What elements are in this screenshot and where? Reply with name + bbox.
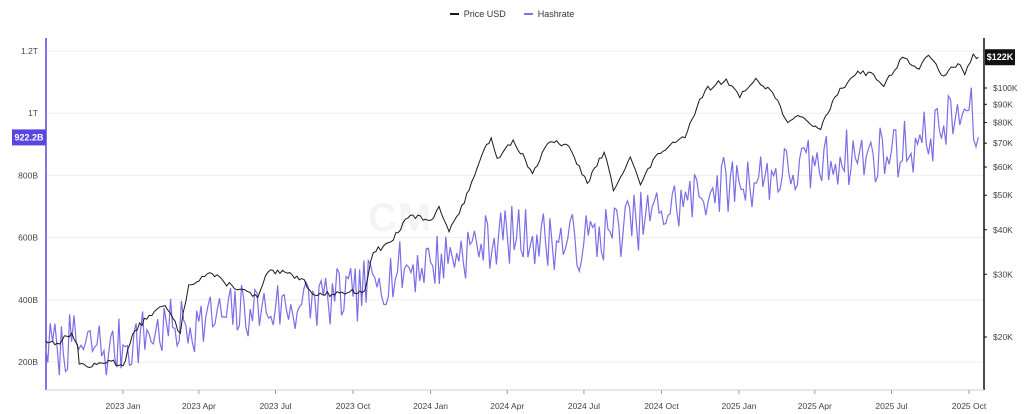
x-axis: 2023 Jan 2023 Apr 2023 Jul 2023 Oct 2024 Jan… <box>46 389 987 411</box>
x-tick-label: 2024 Oct <box>644 401 679 411</box>
x-tick-label: 2024 Apr <box>490 401 524 411</box>
legend-swatch-price <box>449 13 459 15</box>
left-tick-label: 200B <box>18 357 38 367</box>
x-tick-label: 2025 Apr <box>798 401 832 411</box>
legend-label-hashrate: Hashrate <box>537 9 575 19</box>
x-tick-label: 2024 Jul <box>568 401 600 411</box>
x-tick-label: 2023 Apr <box>182 401 216 411</box>
right-tick-label: $20K <box>993 332 1013 342</box>
left-tick-label: 1T <box>28 108 38 118</box>
right-tick-label: $70K <box>993 138 1013 148</box>
price-current-value: $122K <box>987 52 1014 62</box>
right-tick-label: $40K <box>993 225 1013 235</box>
left-tick-label: 400B <box>18 295 38 305</box>
x-tick-label: 2025 Jul <box>875 401 907 411</box>
price-current-badge <box>985 49 1015 66</box>
x-tick-label: 2025 Oct <box>952 401 987 411</box>
grid-lines <box>46 50 984 363</box>
x-tick-label: 2023 Oct <box>336 401 371 411</box>
hashrate-current-badge <box>12 129 46 146</box>
x-tick-label: 2024 Jan <box>413 401 448 411</box>
chart-legend: Price USD Hashrate <box>0 9 1024 19</box>
price-series-line <box>45 53 979 369</box>
x-tick-label: 2025 Jan <box>721 401 756 411</box>
right-axis: $20K $30K $40K $50K $60K $70K $80K $90K $100K <box>983 38 1018 390</box>
x-tick-label: 2023 Jul <box>259 401 291 411</box>
legend-label-price: Price USD <box>463 9 506 19</box>
legend-swatch-hashrate <box>523 13 533 15</box>
hashrate-current-value: 922.2B <box>14 132 44 142</box>
right-tick-label: $90K <box>993 99 1013 109</box>
left-tick-label: 1.2T <box>21 46 38 56</box>
right-tick-label: $60K <box>993 162 1013 172</box>
right-tick-label: $80K <box>993 118 1013 128</box>
x-tick-label: 2023 Jan <box>106 401 141 411</box>
value-badges: 922.2B $122K <box>12 49 1015 146</box>
left-tick-label: 600B <box>18 233 38 243</box>
legend-item-price[interactable]: Price USD <box>449 9 506 19</box>
left-axis: 200B 400B 600B 800B 1T 1.2T <box>18 38 47 390</box>
left-tick-label: 800B <box>18 170 38 180</box>
right-tick-label: $50K <box>993 190 1013 200</box>
legend-item-hashrate[interactable]: Hashrate <box>523 9 575 19</box>
right-tick-label: $100K <box>993 83 1018 93</box>
hashrate-series-line <box>44 87 979 376</box>
right-tick-label: $30K <box>993 269 1013 279</box>
